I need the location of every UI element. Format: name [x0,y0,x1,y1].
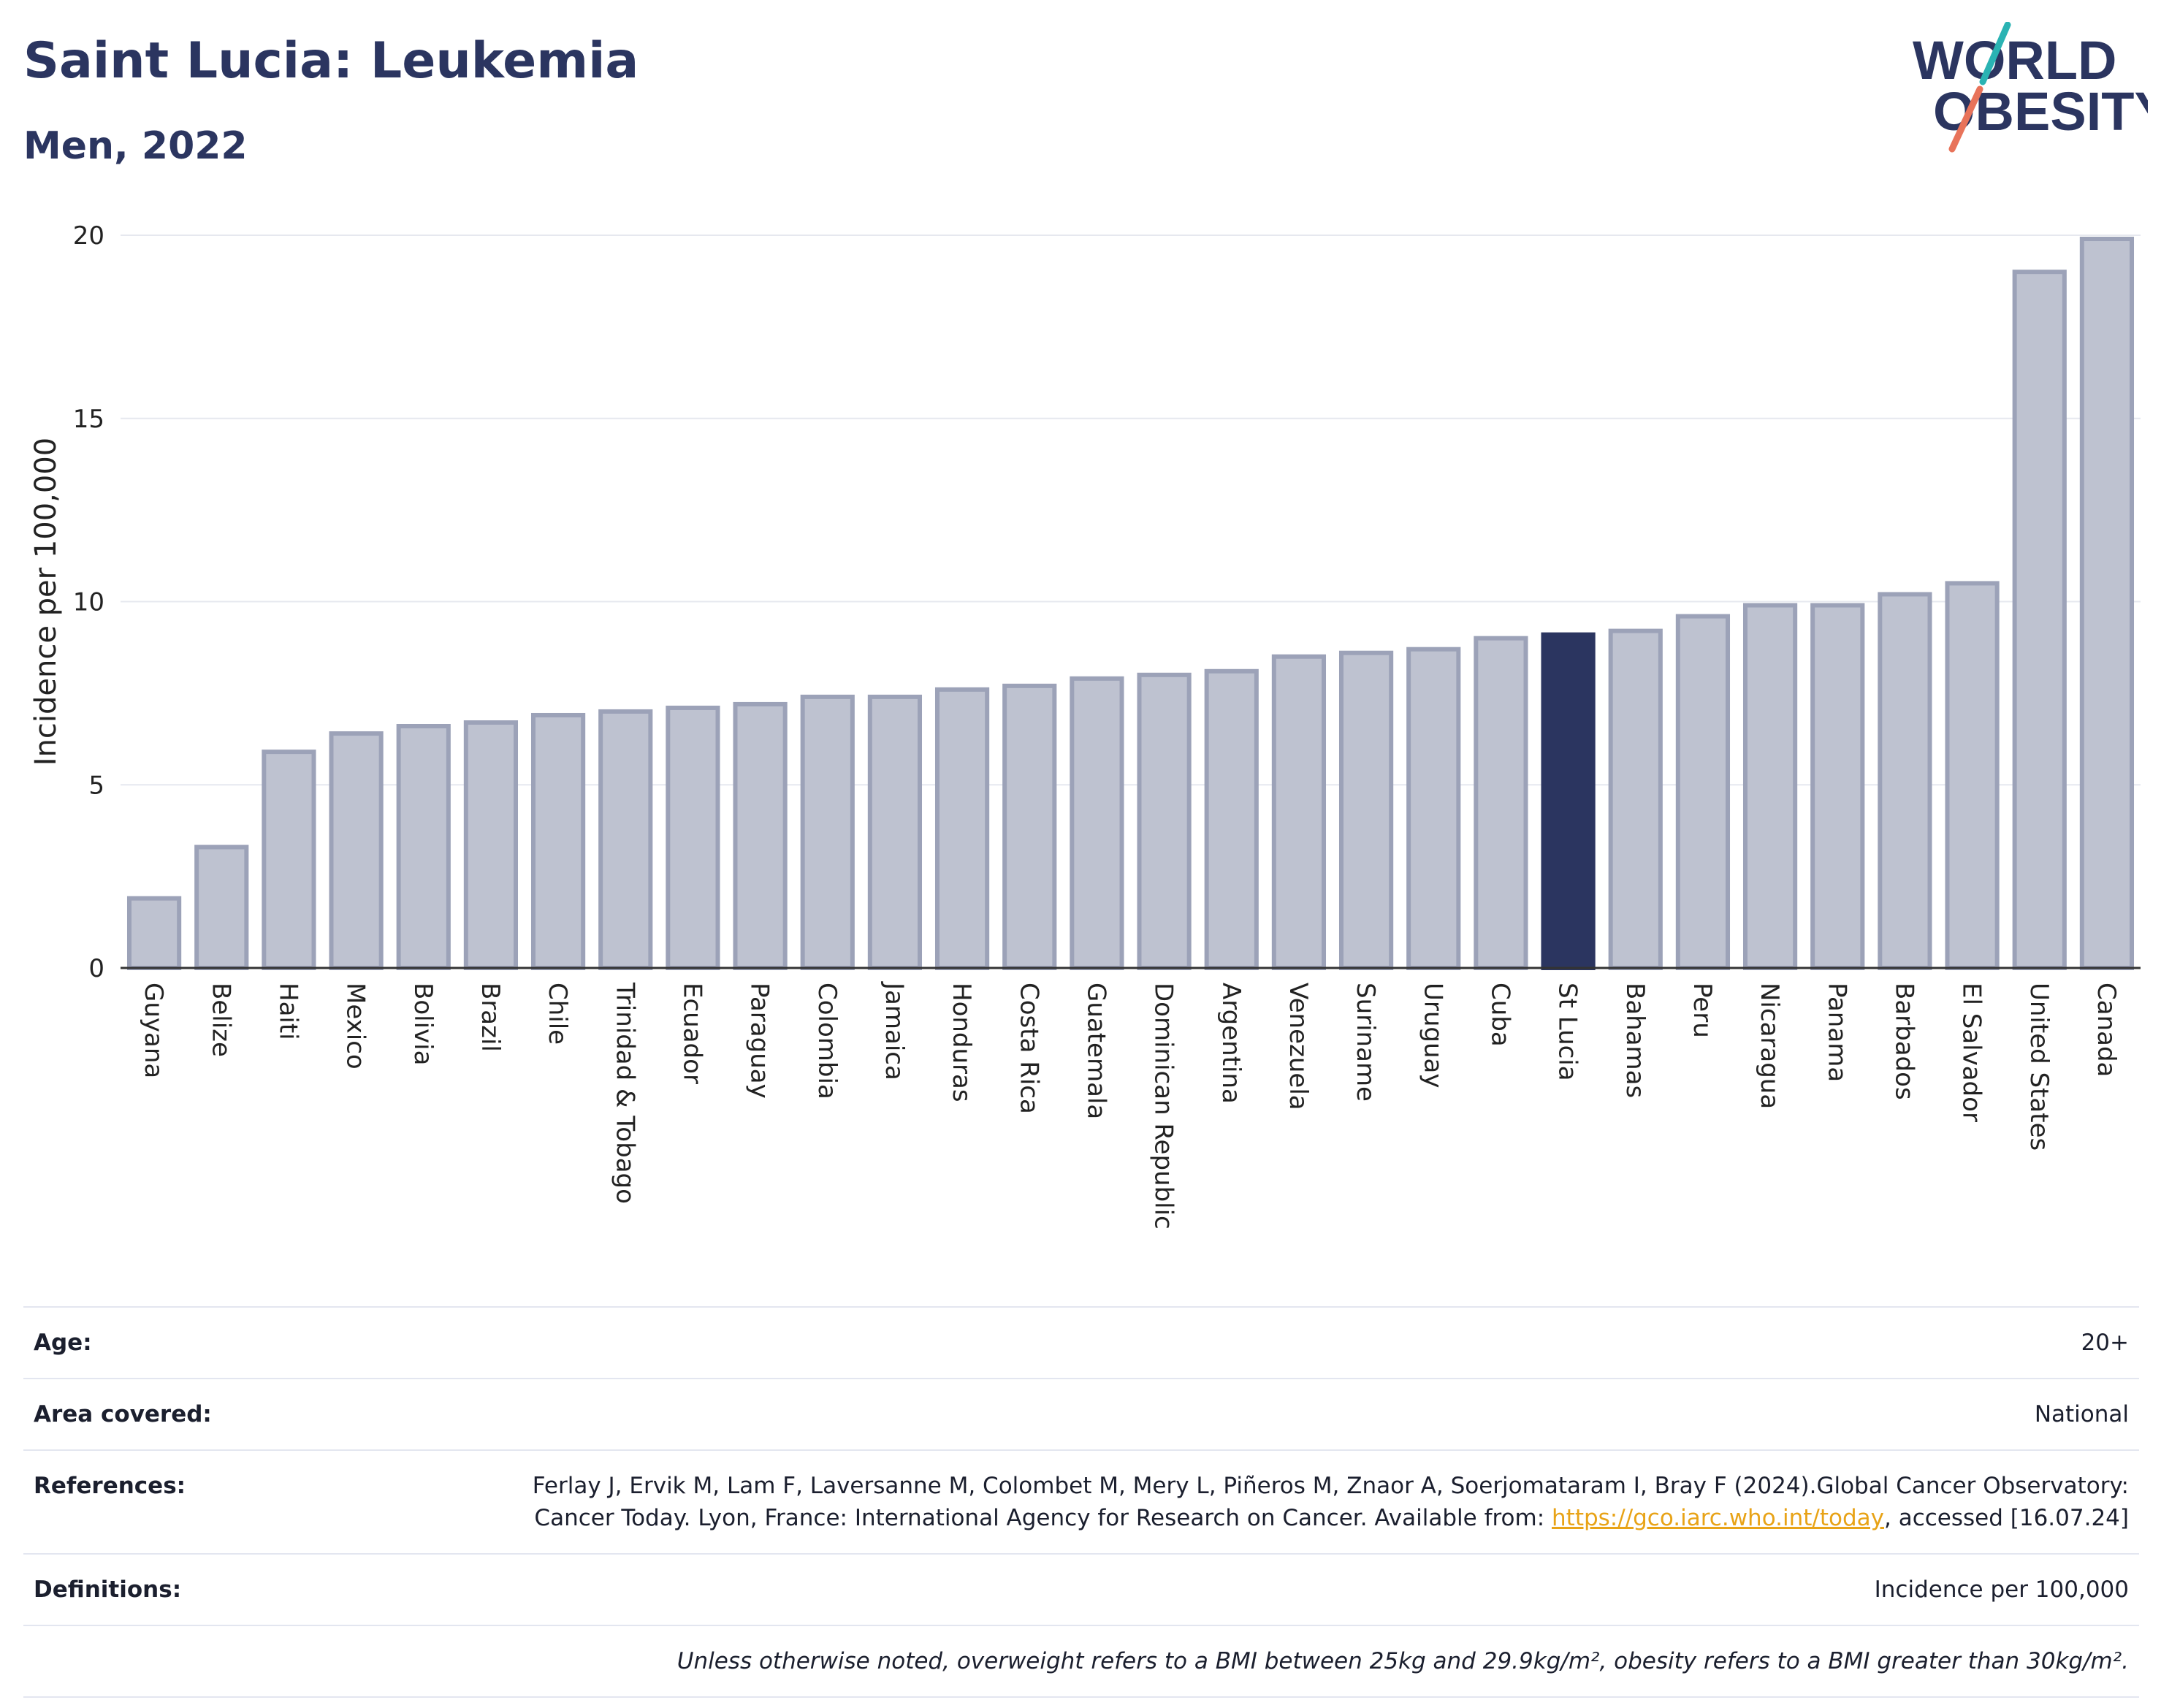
x-tick-label: Guatemala [1081,983,1110,1119]
bar [2079,237,2135,970]
x-tick-label: Paraguay [745,983,774,1099]
x-tick-label: Peru [1688,983,1717,1038]
bar [463,720,519,970]
bars [126,237,2135,971]
x-tick-label: Brazil [476,983,505,1052]
definitions-label: Definitions: [23,1553,453,1625]
logo-slash-coral [1948,85,1983,153]
x-tick-label: Dominican Republic [1149,983,1178,1229]
x-tick-label: El Salvador [1957,983,1986,1122]
x-tick-label: Suriname [1351,983,1380,1102]
x-tick-label: Chile [543,983,572,1045]
bar [329,731,384,970]
world-obesity-logo: WORLD OBESITY [1913,22,2148,153]
x-tick-label: Canada [2092,983,2121,1077]
x-tick-label: Panama [1822,983,1851,1082]
x-tick-label: Ecuador [677,983,706,1084]
x-tick-label: Haiti [273,983,302,1040]
bar-chart: 0 5 10 15 20 Guyana Belize Haiti Mexico Bolivia Br… [29,221,2141,1229]
bar [1608,628,1663,970]
info-row-age: Age: 20+ [23,1306,2139,1379]
bar [530,712,586,971]
references-text: Ferlay J, Ervik M, Lam F, Laversanne M, … [532,1473,2129,1531]
x-tick-label: Nicaragua [1755,983,1784,1109]
bar [934,687,990,970]
axis-labels: 0 5 10 15 20 Guyana Belize Haiti Mexico Bolivia Br… [29,221,2121,1229]
x-tick-label: Bahamas [1620,983,1650,1098]
logo-line-2: OBESITY [1933,81,2148,142]
references-label: References: [23,1449,453,1554]
x-tick-label: Guyana [139,983,168,1078]
y-tick-label: 0 [88,954,104,983]
x-tick-label: Bolivia [408,983,438,1065]
bar [126,896,182,971]
bar [194,845,249,970]
x-tick-label: United States [2024,983,2054,1151]
page-subtitle: Men, 2022 [23,124,248,168]
bar-highlight [1541,632,1596,970]
x-tick-label: Colombia [812,983,842,1099]
x-tick-label: Uruguay [1418,983,1447,1089]
logo-slash-teal [1979,22,2011,85]
y-tick-label: 20 [73,221,104,251]
page-title: Saint Lucia: Leukemia [23,32,639,90]
x-tick-label: Argentina [1216,983,1246,1104]
x-tick-label: Jamaica [880,981,909,1080]
bar [800,694,855,970]
definitions-value: Incidence per 100,000 [453,1553,2139,1625]
info-row-note: Unless otherwise noted, overweight refer… [23,1625,2139,1698]
bar [1137,672,1192,970]
bar [867,694,923,970]
bar [2012,270,2067,970]
bar [598,709,653,970]
x-tick-label: Venezuela [1284,983,1313,1110]
bar [1002,683,1057,970]
y-tick-label: 5 [88,771,104,800]
references-value: Ferlay J, Ervik M, Lam F, Laversanne M, … [453,1449,2139,1554]
bar [262,750,316,970]
references-suffix: , accessed [16.07.24] [1883,1505,2129,1531]
bar [1675,614,1731,970]
y-tick-label: 15 [73,405,104,434]
bar [1742,603,1798,970]
x-tick-label: Honduras [947,983,976,1102]
bar [1474,636,1528,971]
info-table: Age: 20+ Area covered: National Referenc… [23,1306,2139,1698]
logo-line-1: WORLD [1913,30,2117,91]
bar [1204,668,1259,970]
obesity-definition-note: Unless otherwise noted, overweight refer… [23,1625,2139,1698]
x-tick-label: Mexico [341,983,370,1070]
x-tick-label: Costa Rica [1014,983,1043,1114]
info-row-area: Area covered: National [23,1378,2139,1450]
bar [1878,592,1932,970]
x-tick-label: St Lucia [1553,983,1582,1081]
age-value: 20+ [453,1306,2139,1379]
bar [396,724,451,970]
area-value: National [453,1378,2139,1450]
bar [1271,654,1327,970]
x-tick-label: Trinidad & Tobago [610,982,639,1204]
age-label: Age: [23,1306,453,1379]
bar [1070,676,1124,970]
bar [1406,647,1461,970]
x-tick-label: Barbados [1889,983,1918,1100]
area-label: Area covered: [23,1378,453,1450]
x-tick-label: Cuba [1485,983,1514,1047]
x-tick-label: Belize [206,983,235,1057]
y-tick-label: 10 [73,588,104,617]
bar [1945,581,2000,970]
info-row-definitions: Definitions: Incidence per 100,000 [23,1553,2139,1625]
bar [1338,650,1394,971]
bar [666,705,720,970]
bar [733,701,788,970]
references-link[interactable]: https://gco.iarc.who.int/today [1552,1505,1884,1531]
info-row-references: References: Ferlay J, Ervik M, Lam F, La… [23,1449,2139,1554]
grid-lines [121,235,2141,786]
y-axis-title: Incidence per 100,000 [29,438,63,766]
bar [1810,603,1865,970]
